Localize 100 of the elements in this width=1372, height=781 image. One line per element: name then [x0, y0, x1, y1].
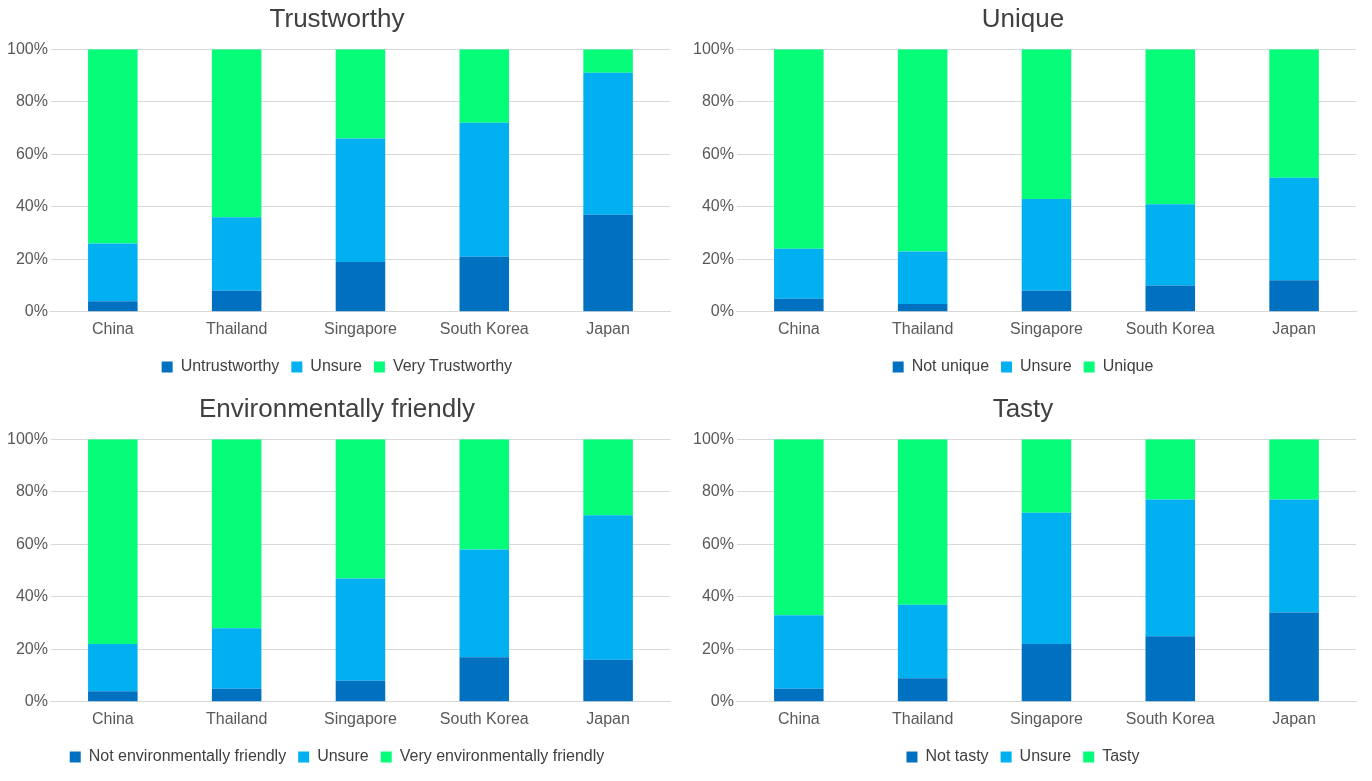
y-tick-label: 40% [15, 197, 48, 215]
bar [1269, 612, 1319, 702]
bar [583, 214, 633, 312]
y-tick-label: 0% [24, 692, 48, 710]
legend-label: Not unique [911, 357, 990, 375]
bar [211, 439, 262, 629]
bar [459, 122, 510, 257]
bar [1145, 285, 1196, 312]
y-tick-label: 100% [693, 429, 734, 447]
bar [88, 49, 138, 244]
chart-title: Environmentally friendly [198, 392, 476, 423]
y-tick-label: 80% [15, 92, 48, 110]
legend-label: Unsure [310, 357, 363, 375]
bar [1145, 204, 1196, 286]
y-tick-label: 40% [701, 587, 734, 605]
bar [459, 439, 510, 550]
y-tick-label: 60% [15, 534, 48, 552]
y-tick-label: 80% [15, 482, 48, 500]
legend-label: Very Trustworthy [392, 357, 513, 375]
x-tick-label: Thailand [205, 319, 268, 337]
y-tick-label: 60% [701, 534, 734, 552]
bar [774, 688, 824, 702]
x-tick-label: Thailand [891, 319, 954, 337]
y-tick-label: 20% [701, 249, 734, 267]
y-tick-label: 20% [701, 639, 734, 657]
bar [897, 49, 948, 252]
x-tick-label: South Korea [439, 319, 529, 337]
bar [583, 72, 633, 215]
bar [774, 298, 824, 312]
legend-label: Untrustworthy [180, 357, 280, 375]
x-tick-label: Japan [1272, 319, 1316, 337]
bar [774, 439, 824, 616]
legend-label: Unsure [1019, 747, 1072, 765]
bar [335, 578, 386, 681]
bar [88, 644, 138, 692]
bar [1269, 177, 1319, 281]
x-tick-label: China [91, 319, 134, 337]
bar [1021, 644, 1072, 702]
y-tick-label: 0% [24, 302, 48, 320]
bar [897, 604, 948, 679]
bar [211, 217, 262, 291]
bar [1145, 439, 1196, 500]
legend-label: Unique [1102, 357, 1154, 375]
x-tick-label: Singapore [323, 319, 398, 337]
x-tick-label: China [777, 709, 820, 727]
bar [583, 49, 633, 73]
x-tick-label: Singapore [323, 709, 398, 727]
x-tick-label: China [777, 319, 820, 337]
x-tick-label: South Korea [1125, 319, 1215, 337]
y-tick-label: 80% [701, 92, 734, 110]
bar [1269, 439, 1319, 500]
bar [1021, 49, 1072, 199]
bar [774, 49, 824, 249]
bar [335, 680, 386, 702]
bar [459, 549, 510, 658]
bar [583, 515, 633, 660]
bar [335, 261, 386, 312]
y-tick-label: 0% [710, 302, 734, 320]
bar [459, 657, 510, 702]
bar [774, 248, 824, 299]
y-tick-label: 80% [701, 482, 734, 500]
bar [335, 49, 386, 139]
y-tick-label: 60% [15, 144, 48, 162]
bar [1269, 499, 1319, 613]
bar [211, 628, 262, 689]
x-tick-label: Singapore [1009, 319, 1084, 337]
bar [583, 659, 633, 702]
bar [1145, 49, 1196, 205]
bar [897, 678, 948, 702]
bar [583, 439, 633, 516]
y-tick-label: 100% [7, 429, 48, 447]
bar [459, 49, 510, 123]
y-tick-label: 20% [15, 639, 48, 657]
x-tick-label: South Korea [1125, 709, 1215, 727]
bar [774, 615, 824, 689]
bar [88, 301, 138, 312]
bar [1145, 499, 1196, 637]
bar [1021, 198, 1072, 291]
bar [211, 290, 262, 312]
bar [897, 251, 948, 304]
x-tick-label: South Korea [439, 709, 529, 727]
legend-label: Not environmentally friendly [88, 747, 287, 765]
legend-label: Unsure [1020, 357, 1072, 375]
y-tick-label: 40% [701, 197, 734, 215]
y-tick-label: 60% [701, 144, 734, 162]
bar [88, 691, 138, 702]
bar [459, 256, 510, 312]
y-tick-label: 40% [15, 587, 48, 605]
x-tick-label: Japan [586, 319, 630, 337]
bar [897, 439, 948, 605]
chart-title: Trustworthy [269, 2, 405, 33]
chart-title: Tasty [992, 392, 1054, 423]
bar [1021, 439, 1072, 513]
bar [335, 439, 386, 579]
y-tick-label: 0% [710, 692, 734, 710]
bar [1021, 290, 1072, 312]
x-tick-label: Japan [586, 709, 630, 727]
y-tick-label: 100% [693, 39, 734, 57]
legend-label: Very environmentally friendly [399, 747, 605, 765]
bar [335, 138, 386, 262]
